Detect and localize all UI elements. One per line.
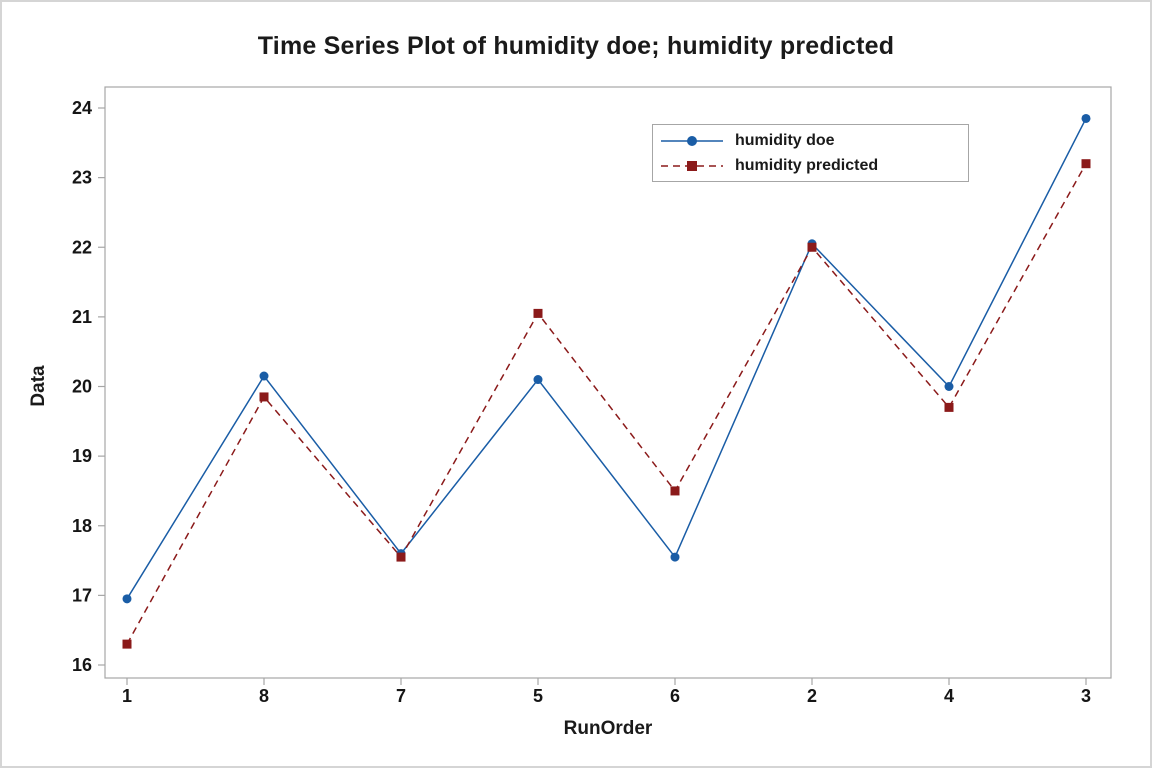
x-tick-label: 6 — [670, 686, 680, 706]
plot-frame — [104, 86, 1112, 679]
data-point-marker-humidity-predicted — [807, 242, 817, 252]
data-point-marker-humidity-predicted — [944, 402, 954, 412]
data-point-marker-humidity-doe — [670, 552, 680, 562]
data-point-marker-humidity-doe — [1081, 113, 1091, 123]
data-point-marker-humidity-doe — [122, 594, 132, 604]
x-axis-label: RunOrder — [563, 718, 653, 739]
data-point-marker-humidity-predicted — [670, 486, 680, 496]
legend: humidity doe humidity predicted — [652, 124, 969, 182]
legend-item-humidity-doe: humidity doe — [661, 129, 968, 153]
y-tick-label: 21 — [72, 307, 92, 327]
x-tick-label: 7 — [396, 686, 406, 706]
legend-sample-humidity-doe — [661, 135, 723, 146]
data-point-marker-humidity-doe — [259, 371, 269, 381]
legend-label-humidity-predicted: humidity predicted — [735, 156, 879, 174]
data-point-marker-humidity-doe — [533, 375, 543, 385]
x-tick-label: 1 — [122, 686, 132, 706]
data-point-marker-humidity-predicted — [533, 308, 543, 318]
chart-title: Time Series Plot of humidity doe; humidi… — [257, 32, 895, 60]
y-tick-label: 19 — [72, 446, 92, 466]
y-tick-label: 22 — [72, 237, 92, 257]
x-tick-label: 4 — [944, 686, 954, 706]
data-point-marker-humidity-predicted — [1081, 159, 1091, 169]
y-tick-label: 18 — [72, 516, 92, 536]
data-point-marker-humidity-predicted — [259, 392, 269, 402]
x-tick-label: 3 — [1081, 686, 1091, 706]
legend-label-humidity-doe: humidity doe — [735, 131, 835, 149]
legend-item-humidity-predicted: humidity predicted — [661, 154, 968, 178]
legend-sample-humidity-predicted — [661, 160, 723, 171]
legend-marker-humidity-predicted-icon — [687, 160, 697, 171]
data-point-marker-humidity-predicted — [122, 639, 132, 649]
series-line-humidity-predicted — [126, 163, 1087, 645]
y-tick-label: 16 — [72, 655, 92, 675]
y-tick-label: 23 — [72, 168, 92, 188]
x-tick-label: 2 — [807, 686, 817, 706]
legend-marker-humidity-doe-icon — [687, 135, 697, 146]
y-tick-label: 20 — [72, 377, 92, 397]
x-tick-label: 5 — [533, 686, 543, 706]
data-point-marker-humidity-predicted — [396, 552, 406, 562]
y-tick-label: 17 — [72, 585, 92, 605]
series-line-humidity-doe — [126, 118, 1087, 600]
data-point-marker-humidity-doe — [944, 382, 954, 391]
x-tick-label: 8 — [259, 686, 269, 706]
y-tick-label: 24 — [72, 98, 92, 118]
